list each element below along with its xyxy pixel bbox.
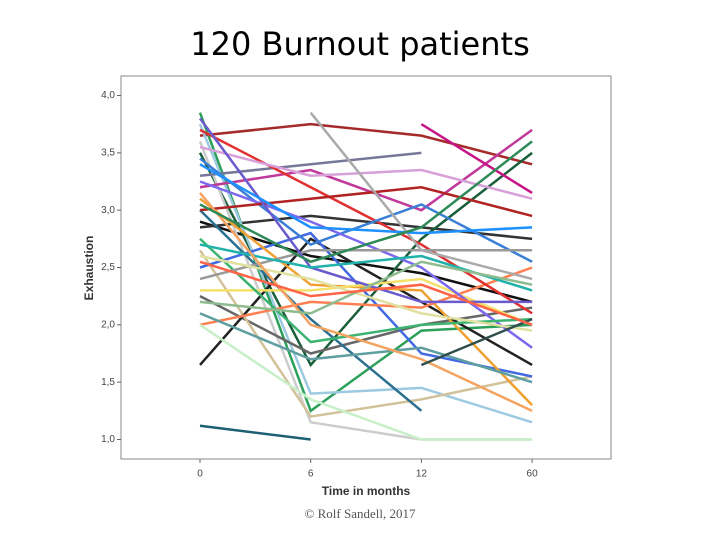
patient-line	[199, 295, 533, 355]
patient-line	[199, 163, 533, 235]
patient-line	[199, 185, 533, 218]
patient-line	[199, 424, 311, 441]
patient-line	[199, 140, 533, 264]
patient-line	[199, 260, 533, 327]
plot-frame	[120, 75, 612, 460]
x-tick-label: 60	[527, 469, 539, 480]
y-tick-label: 3,5	[101, 147, 115, 158]
patient-line	[420, 123, 533, 195]
patient-line	[199, 122, 533, 166]
patient-line	[199, 312, 533, 384]
patient-line	[199, 128, 533, 315]
patient-line	[199, 237, 533, 367]
y-tick-label: 4,0	[101, 90, 115, 101]
patient-line	[420, 317, 533, 367]
patient-line	[199, 323, 533, 441]
y-tick-label: 2,0	[101, 319, 115, 330]
y-tick-label: 2,5	[101, 262, 115, 273]
patient-line	[199, 249, 533, 281]
patient-line	[198, 249, 533, 418]
y-tick-label: 1,0	[101, 434, 115, 445]
patient-line	[199, 209, 423, 412]
y-axis-label: Exhaustion	[82, 236, 96, 301]
patient-line	[198, 117, 533, 304]
y-tick-label: 1,5	[101, 377, 115, 388]
footer: © Rolf Sandell, 2017	[305, 506, 416, 521]
patient-line	[199, 151, 422, 178]
x-axis-label: Time in months	[322, 484, 411, 498]
x-tick-label: 12	[416, 469, 428, 480]
y-tick-label: 3,0	[101, 205, 115, 216]
x-tick-label: 0	[197, 469, 203, 480]
patient-line	[199, 192, 533, 412]
chart-title: 120 Burnout patients	[190, 25, 529, 63]
patient-line	[309, 111, 533, 281]
patient-line	[199, 266, 533, 327]
x-tick-label: 6	[308, 469, 314, 480]
patient-line	[199, 260, 533, 315]
patient-line	[199, 254, 533, 332]
patient-line	[199, 128, 533, 212]
